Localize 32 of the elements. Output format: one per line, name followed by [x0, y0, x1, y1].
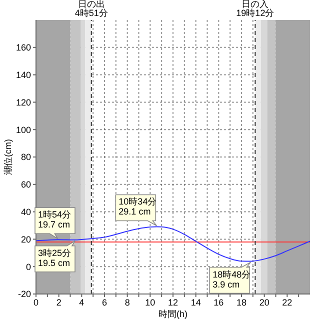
- y-tick-label: 60: [20, 180, 31, 190]
- callout-box: 18時48分 3.9 cm: [209, 262, 252, 294]
- y-tick-label: 100: [16, 124, 31, 135]
- x-tick-label: 18: [236, 297, 247, 308]
- x-tick-label: 20: [259, 297, 270, 308]
- x-tick-label: 10: [145, 297, 156, 308]
- x-tick-label: 8: [124, 297, 130, 308]
- y-tick-label: 80: [20, 152, 31, 162]
- annotation: 10時34分 29.1 cm: [118, 196, 157, 217]
- annotation: 18時48分 3.9 cm: [212, 269, 251, 290]
- x-tick-label: 2: [56, 297, 62, 308]
- callout-box: 1時54分 19.7 cm: [34, 207, 76, 240]
- y-tick-label: 160: [16, 42, 31, 53]
- y-tick-label: 140: [16, 70, 31, 80]
- x-tick-label: 4: [79, 297, 84, 308]
- x-tick-label: 12: [168, 297, 178, 308]
- callout-box: 3時25分 19.5 cm: [34, 240, 76, 272]
- x-tick-label: 6: [102, 297, 108, 308]
- callout-box: 10時34分 29.1 cm: [115, 194, 158, 226]
- y-tick-label: 20: [20, 234, 31, 244]
- x-tick-label: 14: [190, 297, 201, 308]
- y-tick-label: 120: [16, 97, 31, 108]
- y-tick-label: 40: [20, 206, 31, 217]
- annotation: 1時54分 19.7 cm: [38, 210, 72, 230]
- annotation: 3時25分 19.5 cm: [38, 248, 72, 268]
- x-tick-label: 0: [33, 297, 39, 308]
- x-tick-label: 22: [282, 297, 292, 308]
- y-tick-label: -20: [18, 289, 31, 300]
- y-axis-title: 潮位(cm): [3, 139, 14, 175]
- x-tick-label: 16: [214, 297, 224, 308]
- y-tick-label: 0: [26, 262, 31, 272]
- x-axis-title: 時間(h): [158, 309, 188, 319]
